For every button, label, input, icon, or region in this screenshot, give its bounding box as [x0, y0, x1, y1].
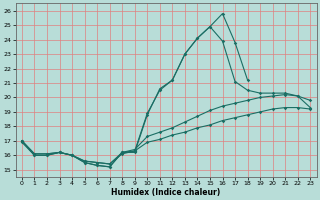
- X-axis label: Humidex (Indice chaleur): Humidex (Indice chaleur): [111, 188, 221, 197]
